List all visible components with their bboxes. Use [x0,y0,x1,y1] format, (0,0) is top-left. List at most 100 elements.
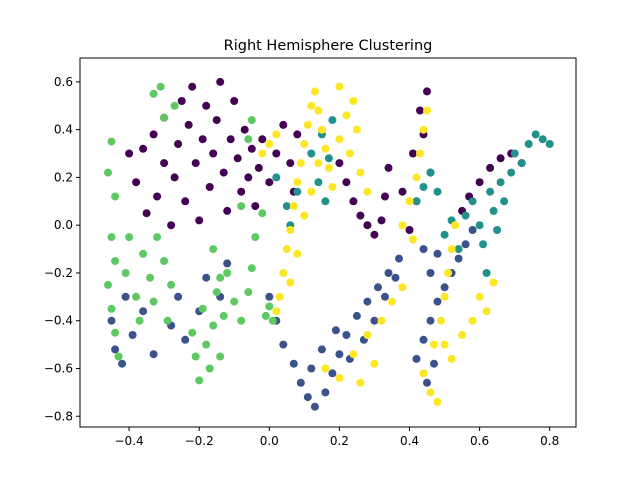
cluster-4-point [440,340,449,349]
cluster-3-point [237,202,246,211]
cluster-1-point [303,393,312,402]
cluster-3-point [265,302,274,311]
cluster-2-point [489,206,498,215]
cluster-4-point [416,149,424,158]
cluster-3-point [146,273,155,282]
cluster-3-point [244,135,253,144]
cluster-0-point [384,163,393,172]
cluster-1-point [454,254,463,263]
cluster-2-point [493,226,502,234]
cluster-1-point [223,259,232,268]
cluster-3-point [198,304,207,313]
cluster-1-point [412,354,421,363]
cluster-3-point [149,297,158,306]
points-layer [104,77,554,411]
cluster-2-point [454,245,463,254]
cluster-3-series [104,82,277,385]
cluster-2-point [531,130,540,139]
cluster-2-point [272,173,281,182]
cluster-0-point [198,135,207,144]
cluster-2-point [496,178,505,187]
cluster-4-point [419,369,428,378]
cluster-4-point [409,235,417,244]
cluster-4-point [335,135,344,144]
cluster-3-point [202,340,211,349]
cluster-3-point [244,288,253,297]
cluster-3-point [223,269,232,277]
cluster-4-point [447,354,456,363]
cluster-3-point [205,364,214,373]
cluster-1-point [111,345,120,354]
x-tick-label: 0.0 [260,434,279,448]
cluster-3-point [107,233,116,242]
cluster-3-point [160,113,169,122]
cluster-1-point [426,269,435,277]
cluster-0-point [188,82,197,91]
cluster-3-point [268,316,277,325]
y-tick-label: −0.2 [44,266,73,280]
y-axis: −0.8 −0.6 −0.4 −0.2 0.0 0.2 0.4 0.6 [44,75,80,423]
cluster-2-point [321,197,330,206]
cluster-1-point [468,226,477,234]
cluster-0-point [342,178,351,187]
cluster-1-point [440,283,449,292]
cluster-4-point [423,106,431,115]
cluster-1-point [307,364,316,373]
cluster-0-point [416,106,424,115]
cluster-4-point [363,331,372,339]
cluster-3-point [107,137,116,146]
cluster-1-point [395,254,403,263]
cluster-0-point [177,97,186,105]
cluster-0-point [363,221,372,230]
cluster-3-point [251,233,260,242]
cluster-3-point [247,116,256,125]
cluster-3-point [261,311,270,320]
cluster-0-point [139,144,148,153]
cluster-0-point [293,130,302,139]
cluster-1-point [310,402,319,411]
cluster-3-point [167,280,176,289]
cluster-0-point [244,173,253,182]
cluster-4-point [437,316,445,325]
cluster-0-point [475,178,484,187]
y-tick-label: −0.6 [44,361,73,375]
cluster-4-point [475,292,484,301]
x-axis: −0.4 −0.2 0.0 0.2 0.4 0.6 0.8 [115,427,559,448]
cluster-2-point [433,187,442,196]
cluster-3-point [191,352,200,361]
x-tick-label: 0.8 [540,434,559,448]
cluster-3-point [135,316,144,325]
y-tick-label: −0.4 [44,314,73,328]
cluster-0-point [184,120,193,129]
y-tick-label: 0.0 [54,218,73,232]
cluster-4-point [352,125,361,134]
cluster-0-point [205,183,214,191]
cluster-4-point [314,159,323,168]
cluster-4-point [482,307,491,316]
cluster-0-point [223,206,232,215]
cluster-4-point [286,278,295,287]
cluster-4-point [310,87,319,96]
cluster-1-point [296,378,305,387]
cluster-3-point [195,376,204,385]
cluster-4-point [356,168,365,177]
cluster-4-point [321,364,330,373]
cluster-4-point [412,173,421,182]
cluster-0-point [167,221,176,230]
cluster-4-point [300,211,309,220]
cluster-1-point [335,350,344,359]
cluster-4-point [405,197,414,206]
cluster-1-point [118,359,127,368]
cluster-2-point [307,149,316,158]
cluster-4-point [307,101,316,110]
cluster-3-point [121,269,130,277]
cluster-2-point [507,168,516,177]
x-tick-label: 0.2 [330,434,349,448]
cluster-0-point [247,144,256,153]
cluster-3-point [160,257,169,265]
cluster-4-point [447,245,456,254]
cluster-1-series [107,226,477,411]
cluster-3-point [237,316,246,325]
chart-title: Right Hemisphere Clustering [224,38,433,54]
cluster-0-point [240,125,249,134]
